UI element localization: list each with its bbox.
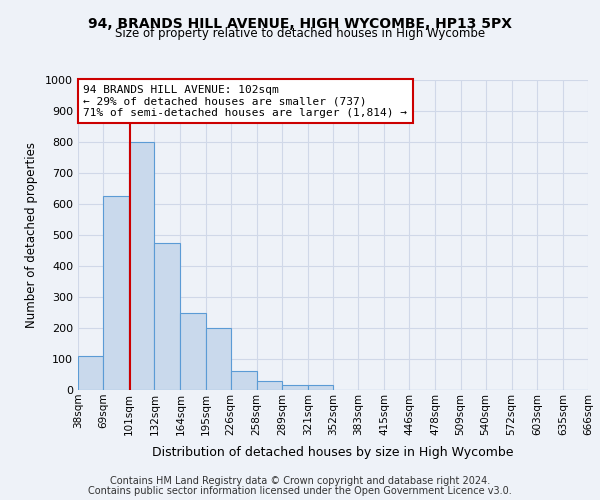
Bar xyxy=(181,312,205,390)
Bar xyxy=(78,356,103,390)
Text: Contains public sector information licensed under the Open Government Licence v3: Contains public sector information licen… xyxy=(88,486,512,496)
Bar xyxy=(282,386,308,390)
Bar xyxy=(230,372,257,390)
Bar xyxy=(308,386,333,390)
Bar xyxy=(103,196,129,390)
Bar xyxy=(205,328,230,390)
Text: Size of property relative to detached houses in High Wycombe: Size of property relative to detached ho… xyxy=(115,28,485,40)
Bar xyxy=(257,382,282,390)
Bar xyxy=(129,142,154,390)
X-axis label: Distribution of detached houses by size in High Wycombe: Distribution of detached houses by size … xyxy=(152,446,514,459)
Y-axis label: Number of detached properties: Number of detached properties xyxy=(25,142,38,328)
Bar xyxy=(154,243,181,390)
Text: Contains HM Land Registry data © Crown copyright and database right 2024.: Contains HM Land Registry data © Crown c… xyxy=(110,476,490,486)
Text: 94, BRANDS HILL AVENUE, HIGH WYCOMBE, HP13 5PX: 94, BRANDS HILL AVENUE, HIGH WYCOMBE, HP… xyxy=(88,18,512,32)
Text: 94 BRANDS HILL AVENUE: 102sqm
← 29% of detached houses are smaller (737)
71% of : 94 BRANDS HILL AVENUE: 102sqm ← 29% of d… xyxy=(83,84,407,118)
